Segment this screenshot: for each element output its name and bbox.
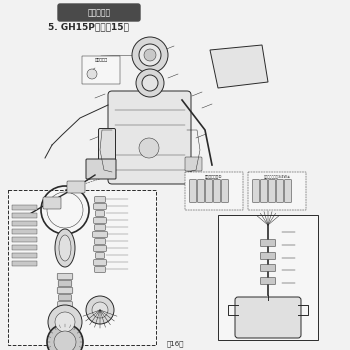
Text: 大角度ノズル①: 大角度ノズル①: [205, 174, 223, 178]
Text: 5. GH15P・背負15型: 5. GH15P・背負15型: [48, 22, 129, 32]
FancyBboxPatch shape: [198, 180, 204, 202]
Bar: [12, 253, 37, 258]
FancyBboxPatch shape: [253, 180, 259, 202]
FancyBboxPatch shape: [94, 218, 106, 223]
FancyBboxPatch shape: [185, 157, 202, 171]
FancyBboxPatch shape: [96, 211, 104, 216]
FancyBboxPatch shape: [94, 260, 106, 265]
Bar: [12, 205, 37, 210]
Ellipse shape: [59, 235, 71, 261]
FancyBboxPatch shape: [93, 232, 107, 237]
FancyBboxPatch shape: [222, 180, 229, 202]
Bar: [12, 237, 37, 242]
Circle shape: [132, 37, 168, 73]
Circle shape: [48, 305, 82, 339]
Bar: [12, 229, 37, 234]
FancyBboxPatch shape: [86, 159, 116, 179]
FancyBboxPatch shape: [260, 278, 275, 285]
Text: 人力噴霧機: 人力噴霧機: [88, 8, 111, 18]
FancyBboxPatch shape: [59, 295, 71, 300]
Circle shape: [55, 312, 75, 332]
FancyBboxPatch shape: [94, 246, 106, 251]
Bar: [82, 56, 120, 84]
Text: オプション: オプション: [94, 58, 107, 62]
Bar: [12, 245, 37, 250]
Polygon shape: [210, 45, 268, 88]
Circle shape: [92, 302, 108, 318]
Circle shape: [139, 138, 159, 158]
Circle shape: [54, 331, 76, 350]
FancyBboxPatch shape: [43, 197, 61, 209]
FancyBboxPatch shape: [57, 288, 73, 293]
FancyBboxPatch shape: [260, 252, 275, 259]
Text: スーパーひかえ3/4W②: スーパーひかえ3/4W②: [264, 174, 290, 178]
FancyBboxPatch shape: [205, 180, 212, 202]
FancyBboxPatch shape: [108, 91, 191, 184]
Bar: [248, 172, 306, 210]
FancyBboxPatch shape: [95, 197, 105, 202]
Ellipse shape: [55, 229, 75, 267]
Bar: [218, 215, 318, 340]
FancyBboxPatch shape: [95, 225, 105, 230]
FancyBboxPatch shape: [235, 297, 301, 338]
FancyBboxPatch shape: [58, 302, 72, 307]
Circle shape: [139, 44, 161, 66]
Bar: [8, 190, 156, 345]
Text: －16－: －16－: [166, 341, 184, 347]
Circle shape: [144, 49, 156, 61]
FancyBboxPatch shape: [67, 181, 85, 193]
Circle shape: [142, 75, 158, 91]
FancyBboxPatch shape: [260, 239, 275, 246]
FancyBboxPatch shape: [261, 180, 267, 202]
Circle shape: [136, 69, 164, 97]
Bar: [12, 221, 37, 226]
Circle shape: [86, 296, 114, 324]
FancyBboxPatch shape: [95, 239, 105, 244]
FancyBboxPatch shape: [58, 281, 72, 286]
Circle shape: [87, 69, 97, 79]
FancyBboxPatch shape: [285, 180, 292, 202]
FancyBboxPatch shape: [276, 180, 284, 202]
FancyBboxPatch shape: [190, 180, 196, 202]
FancyBboxPatch shape: [94, 204, 106, 209]
FancyBboxPatch shape: [95, 267, 105, 272]
FancyBboxPatch shape: [59, 309, 71, 314]
Bar: [12, 213, 37, 218]
FancyBboxPatch shape: [260, 265, 275, 272]
FancyBboxPatch shape: [57, 274, 73, 279]
FancyBboxPatch shape: [58, 4, 140, 21]
Circle shape: [47, 324, 83, 350]
FancyBboxPatch shape: [268, 180, 275, 202]
FancyBboxPatch shape: [98, 128, 116, 172]
Bar: [12, 261, 37, 266]
Bar: [185, 172, 243, 210]
FancyBboxPatch shape: [96, 253, 104, 258]
FancyBboxPatch shape: [214, 180, 220, 202]
